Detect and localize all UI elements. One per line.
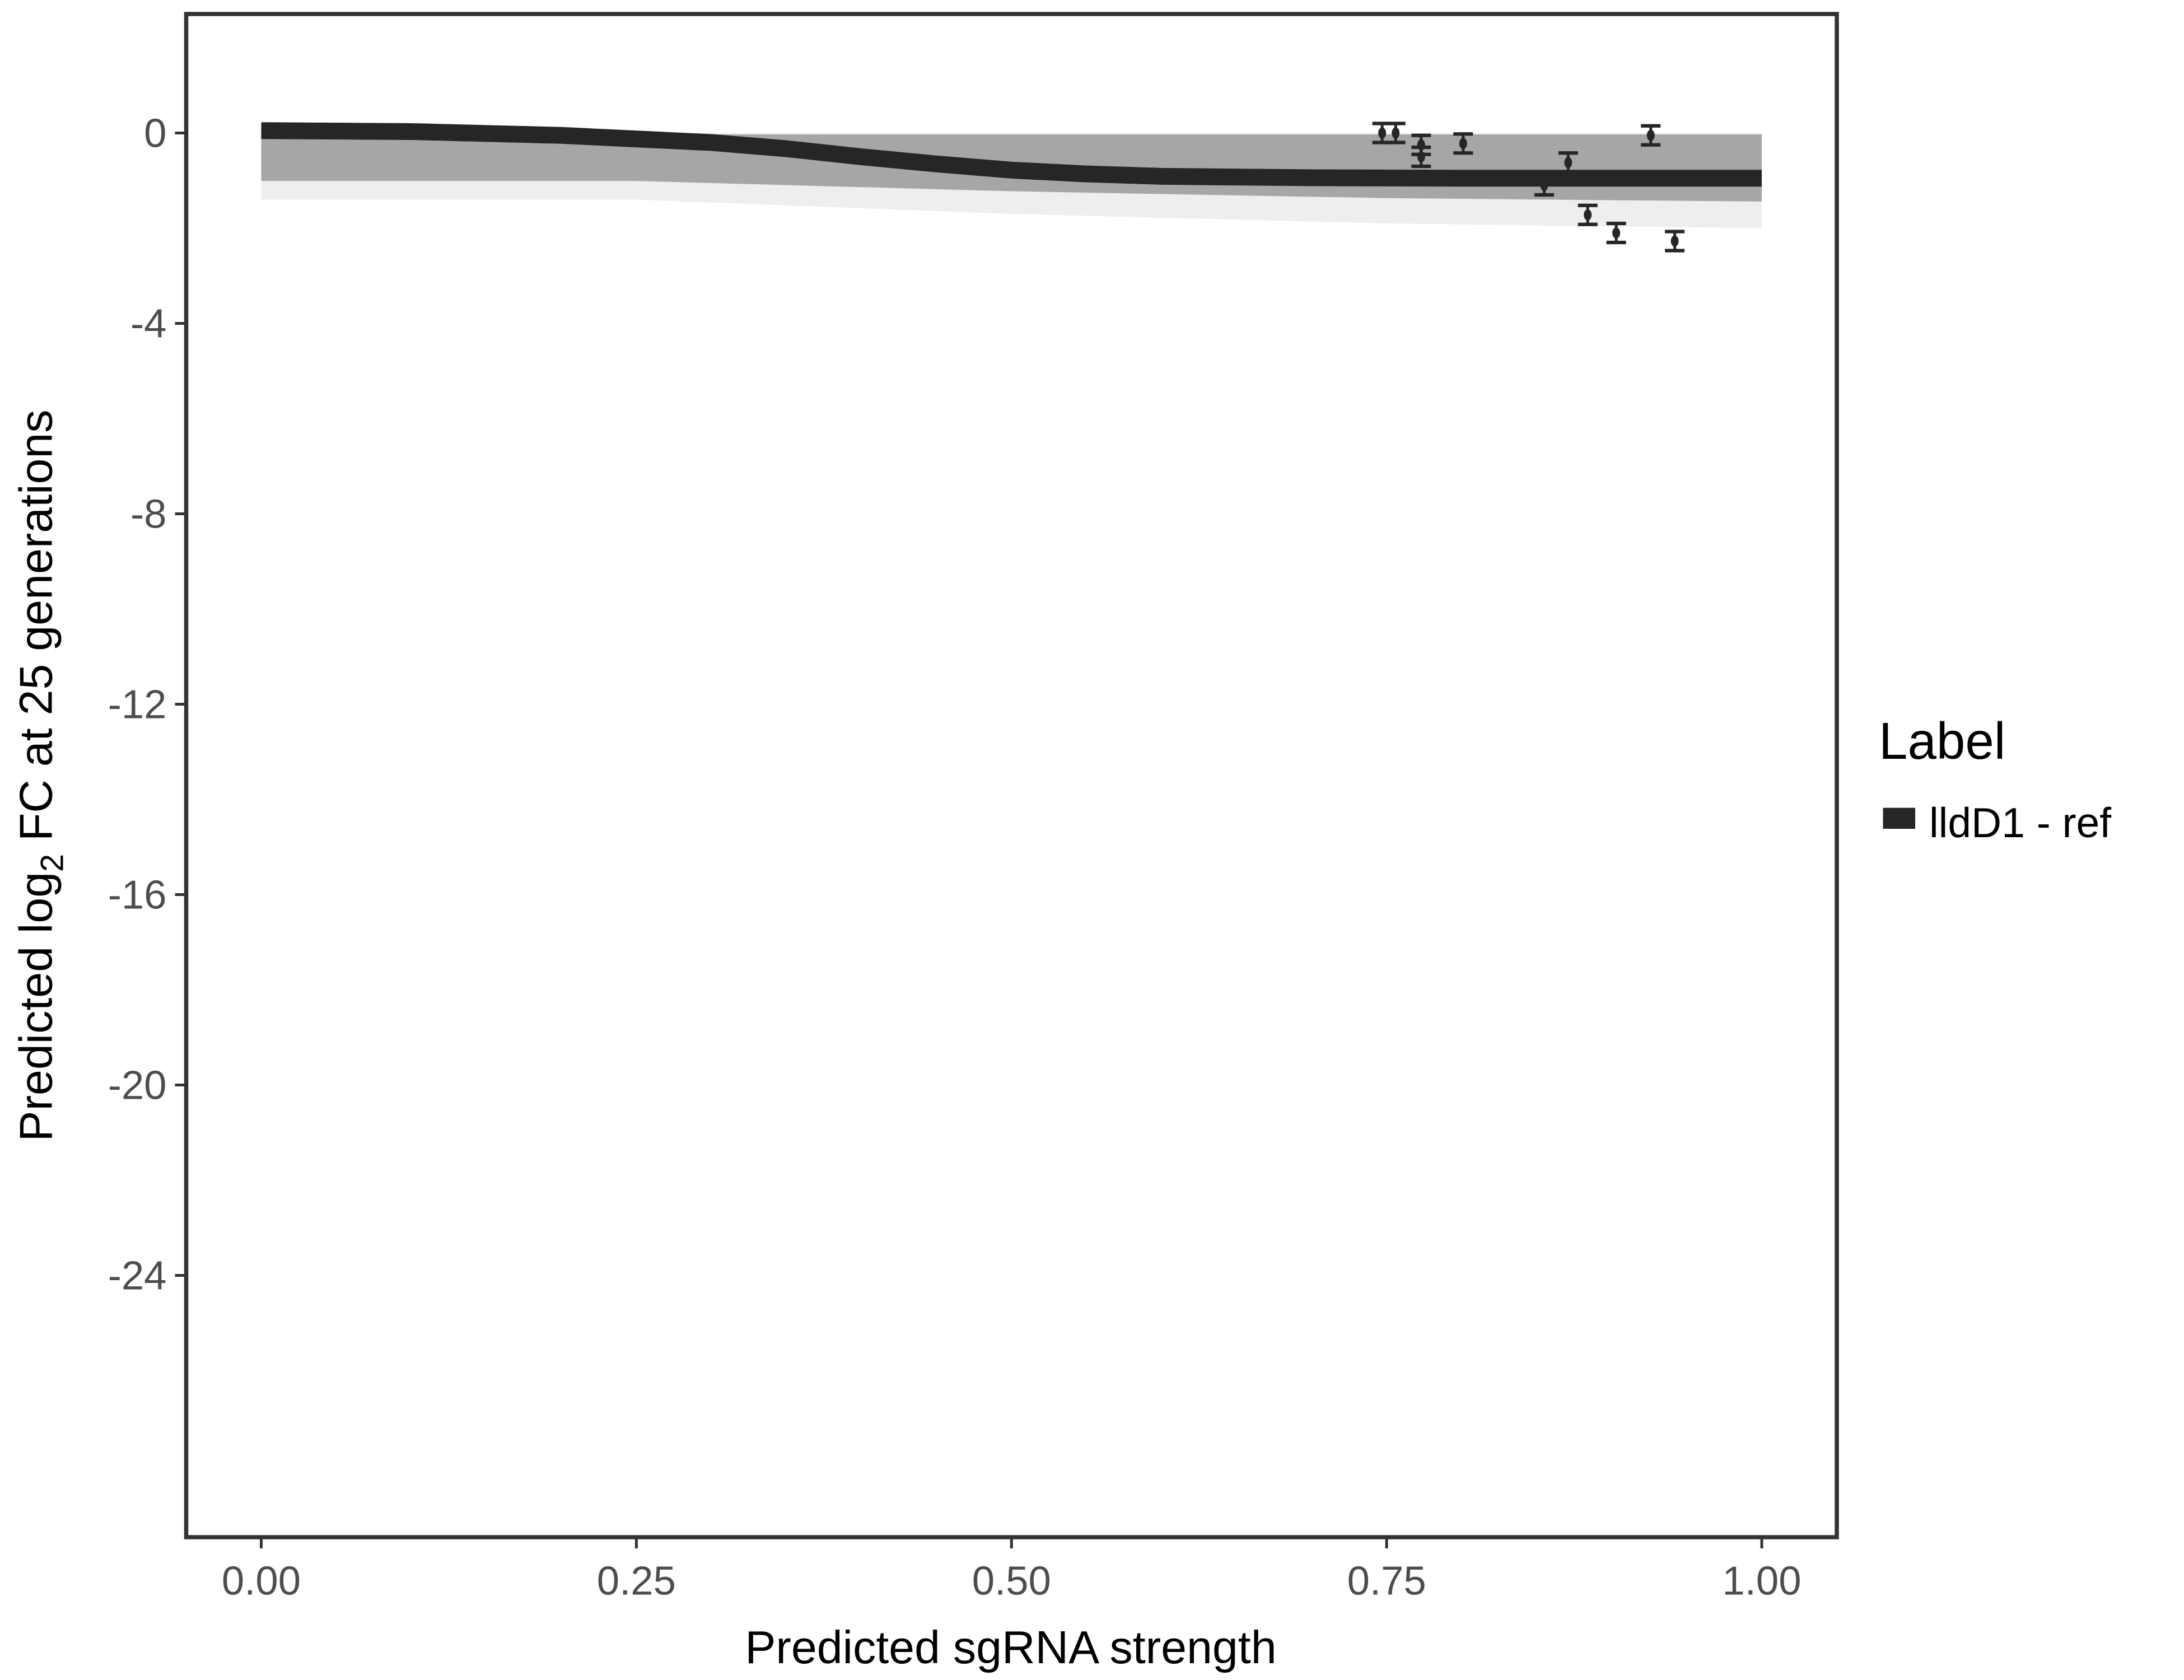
data-point bbox=[1578, 203, 1598, 226]
fit-curve bbox=[261, 122, 1762, 187]
data-point bbox=[1641, 124, 1661, 147]
x-axis: 0.00 0.25 0.50 0.75 1.00 bbox=[222, 1537, 1802, 1604]
plot-panel-border bbox=[184, 12, 1839, 1539]
x-tick-label: 0.00 bbox=[222, 1558, 301, 1604]
data-point bbox=[1558, 151, 1578, 174]
y-tick-label: 0 bbox=[144, 111, 166, 156]
y-axis-title: Predicted log2 FC at 25 generations bbox=[11, 410, 71, 1142]
point-marker bbox=[1540, 180, 1548, 191]
data-point bbox=[1606, 221, 1626, 245]
points-layer bbox=[1372, 122, 1685, 253]
y-tick-label: -8 bbox=[130, 492, 166, 537]
x-tick-label: 1.00 bbox=[1722, 1558, 1801, 1604]
data-point bbox=[1665, 230, 1685, 253]
data-point bbox=[1534, 174, 1554, 197]
y-tick-label: -24 bbox=[108, 1253, 167, 1299]
point-marker bbox=[1392, 127, 1400, 139]
y-tick-label: -20 bbox=[108, 1063, 167, 1108]
x-tick-label: 0.25 bbox=[597, 1558, 676, 1604]
legend-key-lldD1-ref bbox=[1883, 808, 1915, 829]
point-marker bbox=[1378, 127, 1387, 139]
point-marker bbox=[1459, 138, 1467, 150]
y-tick-label: -4 bbox=[130, 301, 166, 347]
point-marker bbox=[1584, 209, 1592, 221]
x-tick-label: 0.50 bbox=[972, 1558, 1051, 1604]
legend-title: Label bbox=[1879, 712, 2005, 770]
point-marker bbox=[1417, 151, 1425, 162]
x-axis-title: Predicted sgRNA strength bbox=[745, 1622, 1276, 1673]
data-point bbox=[1453, 132, 1473, 155]
y-tick-label: -16 bbox=[108, 872, 167, 918]
data-point bbox=[1385, 122, 1406, 144]
fit-curve-layer bbox=[261, 122, 1762, 187]
point-marker bbox=[1612, 227, 1621, 239]
point-marker bbox=[1564, 157, 1572, 169]
point-marker bbox=[1670, 235, 1679, 247]
x-tick-label: 0.75 bbox=[1347, 1558, 1426, 1604]
point-marker bbox=[1646, 129, 1655, 141]
y-tick-label: -12 bbox=[108, 682, 167, 727]
data-point bbox=[1411, 145, 1431, 169]
legend-label-lldD1-ref: lldD1 - ref bbox=[1929, 799, 2111, 846]
y-axis: 0 -4 -8 -12 -16 -20 -24 bbox=[108, 111, 186, 1299]
